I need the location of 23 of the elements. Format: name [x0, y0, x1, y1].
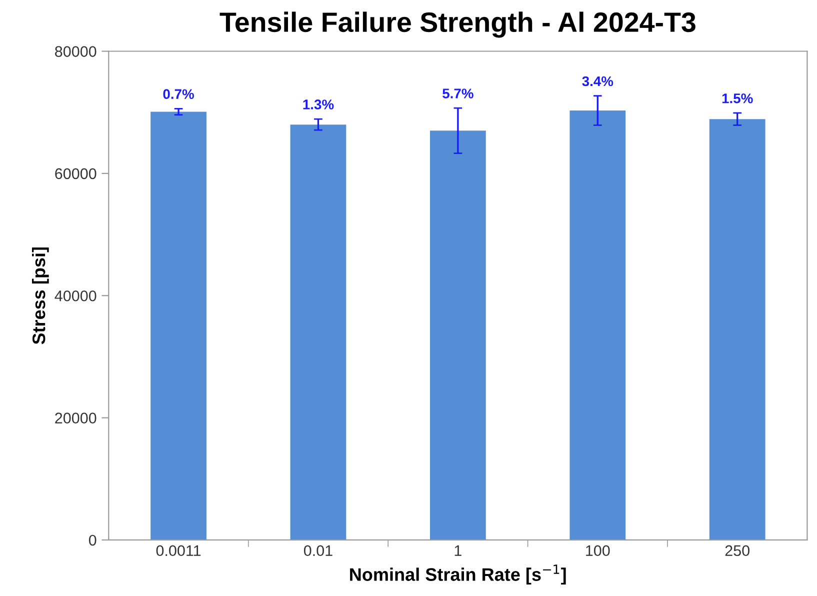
annotation: 1.3% [303, 100, 334, 110]
annotation: 3.4% [582, 76, 614, 86]
annotation: 0.7% [163, 89, 194, 99]
x-tick-label: 250 [725, 545, 750, 556]
x-axis-title: Nominal Strain Rate [s$^{−1}$] [350, 564, 566, 585]
annotation: 1.5% [722, 93, 753, 104]
annotation: 5.7% [442, 88, 474, 98]
x-tick-label: 1 [454, 545, 462, 556]
bar [709, 119, 766, 540]
bar [290, 124, 346, 540]
y-tick-label: 60000 [55, 168, 96, 180]
y-tick-label: 40000 [54, 290, 96, 302]
y-tick-label: 80000 [55, 46, 96, 57]
x-tick-label: 0.01 [304, 545, 332, 556]
x-tick-label: 100 [586, 545, 610, 556]
y-tick-label: 0 [88, 534, 96, 546]
y-tick-label: 20000 [55, 412, 96, 424]
bar [150, 112, 206, 540]
chart-title: Tensile Failure Strength - Al 2024-T3 [220, 12, 696, 38]
y-axis-title: Stress [psi] [32, 247, 49, 344]
bar [430, 130, 486, 540]
bar [570, 110, 626, 540]
x-tick-label: 0.0011 [156, 545, 201, 556]
